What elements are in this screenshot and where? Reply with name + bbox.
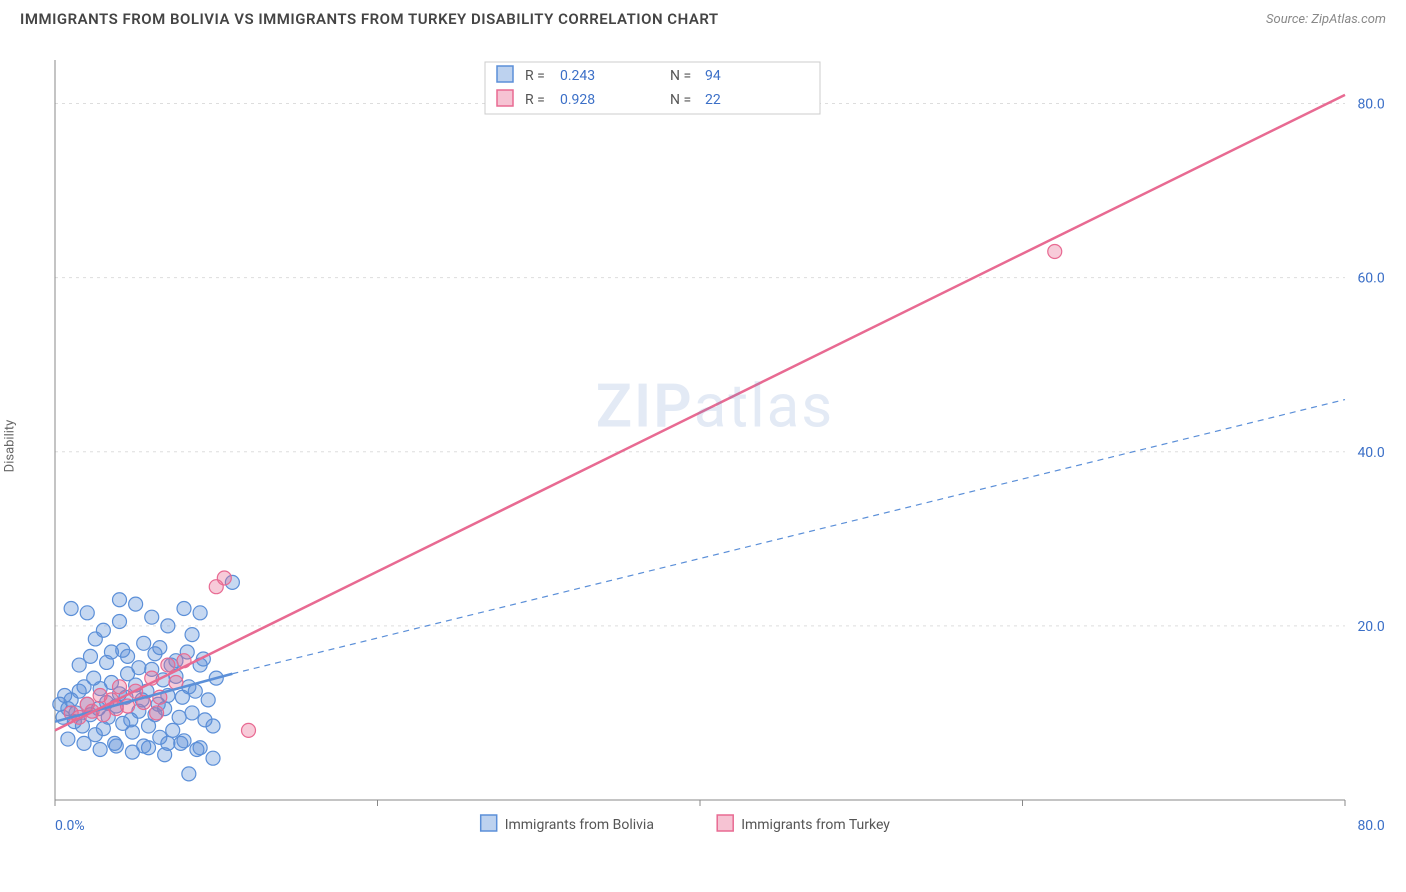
svg-text:N =: N = bbox=[670, 68, 691, 84]
svg-text:Immigrants from Bolivia: Immigrants from Bolivia bbox=[505, 817, 654, 833]
svg-text:40.0%: 40.0% bbox=[1357, 445, 1385, 461]
chart-title: IMMIGRANTS FROM BOLIVIA VS IMMIGRANTS FR… bbox=[20, 10, 719, 28]
svg-text:N =: N = bbox=[670, 92, 691, 108]
svg-text:R =: R = bbox=[525, 68, 545, 84]
svg-text:0.0%: 0.0% bbox=[55, 818, 85, 834]
svg-text:R =: R = bbox=[525, 92, 545, 108]
svg-text:0.928: 0.928 bbox=[560, 92, 595, 108]
svg-text:94: 94 bbox=[705, 68, 721, 84]
svg-text:Immigrants from Turkey: Immigrants from Turkey bbox=[741, 817, 890, 833]
svg-text:0.243: 0.243 bbox=[560, 68, 595, 84]
y-axis-label: Disability bbox=[3, 420, 18, 473]
svg-text:80.0%: 80.0% bbox=[1357, 97, 1385, 113]
source-label: Source: ZipAtlas.com bbox=[1266, 12, 1386, 27]
svg-text:20.0%: 20.0% bbox=[1357, 619, 1385, 635]
chart-container: ZIPatlas 20.0%40.0%60.0%80.0%0.0%80.0%R … bbox=[45, 50, 1385, 840]
svg-text:80.0%: 80.0% bbox=[1357, 818, 1385, 834]
scatter-chart: 20.0% 40.0% 60.0% 80.0% 0.0% 80.0% R = 0.243 N =… bbox=[45, 50, 1385, 840]
svg-text:22: 22 bbox=[705, 92, 721, 108]
svg-text:60.0%: 60.0% bbox=[1357, 271, 1385, 287]
